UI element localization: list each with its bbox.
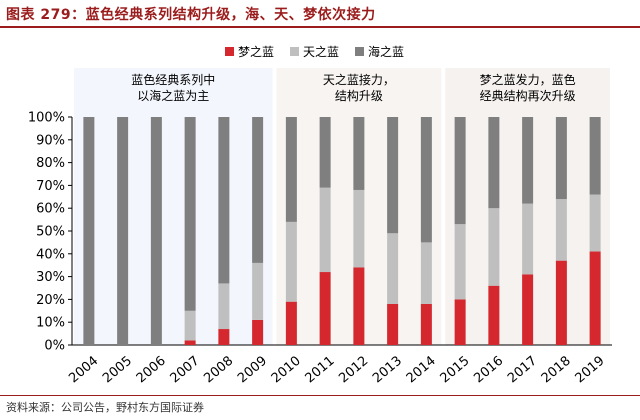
x-tick-label: 2010	[269, 354, 304, 387]
x-tick-label: 2009	[235, 354, 270, 387]
bar-segment	[420, 117, 432, 243]
bar-segment	[353, 117, 365, 190]
legend-swatch	[225, 47, 234, 56]
chart-legend: 梦之蓝 天之蓝 海之蓝	[225, 44, 404, 59]
bar-segment	[184, 310, 196, 341]
annotation-text: 梦之蓝发力，蓝色	[480, 72, 576, 87]
bar-segment	[184, 117, 196, 311]
stacked-bar-chart: 0%10%20%30%40%50%60%70%80%90%100%2004200…	[28, 44, 612, 387]
bar-segment	[252, 319, 264, 345]
legend-label: 天之蓝	[303, 45, 339, 59]
annotation-text: 天之蓝接力，	[323, 72, 395, 87]
bar-segment	[218, 283, 230, 330]
annotation-text: 经典结构再次升级	[480, 88, 576, 103]
bar-segment	[218, 117, 230, 284]
title-divider	[0, 26, 640, 28]
x-tick-label: 2017	[505, 354, 540, 387]
bar-segment	[522, 203, 534, 275]
x-tick-label: 2015	[438, 354, 473, 387]
bar-segment	[488, 285, 500, 345]
x-tick-label: 2013	[370, 354, 405, 387]
x-tick-label: 2004	[66, 354, 101, 387]
x-tick-label: 2005	[100, 354, 135, 387]
bar-segment	[555, 199, 567, 261]
x-tick-label: 2016	[471, 354, 506, 387]
y-tick-label: 90%	[36, 133, 65, 148]
bar-segment	[522, 274, 534, 345]
bar-segment	[420, 303, 432, 345]
x-tick-label: 2018	[539, 354, 574, 387]
x-tick-label: 2008	[201, 354, 236, 387]
bar-segment	[420, 242, 432, 304]
bar-segment	[488, 208, 500, 286]
chart-bars	[83, 117, 601, 345]
legend-swatch	[290, 47, 299, 56]
annotation-band	[74, 68, 273, 345]
bar-segment	[522, 117, 534, 204]
bar-segment	[285, 117, 297, 222]
bar-segment	[319, 117, 331, 188]
bar-segment	[555, 117, 567, 200]
bar-segment	[319, 187, 331, 273]
annotation-text: 以海之蓝为主	[137, 88, 209, 103]
x-tick-label: 2012	[336, 354, 371, 387]
bar-segment	[454, 117, 466, 225]
bar-segment	[319, 272, 331, 345]
bar-segment	[117, 117, 129, 345]
bar-segment	[150, 117, 162, 345]
bar-segment	[454, 299, 466, 345]
bar-segment	[285, 301, 297, 345]
bar-segment	[353, 267, 365, 345]
legend-swatch	[355, 47, 364, 56]
y-tick-label: 0%	[44, 339, 65, 354]
bar-segment	[387, 303, 399, 345]
bar-segment	[218, 329, 230, 345]
x-tick-label: 2019	[573, 354, 608, 387]
bar-segment	[285, 221, 297, 302]
bar-segment	[387, 233, 399, 304]
bar-segment	[589, 251, 601, 345]
bar-segment	[83, 117, 95, 345]
bar-segment	[184, 340, 196, 345]
bar-segment	[589, 194, 601, 252]
source-note: 资料来源：公司公告，野村东方国际证券	[6, 401, 204, 414]
bar-segment	[555, 260, 567, 345]
chart-title: 图表 279：蓝色经典系列结构升级，海、天、梦依次接力	[6, 7, 376, 23]
bar-segment	[252, 262, 264, 320]
bar-segment	[488, 117, 500, 209]
source-divider	[0, 395, 640, 396]
y-tick-label: 10%	[36, 316, 65, 331]
x-tick-label: 2007	[168, 354, 203, 387]
legend-label: 海之蓝	[368, 44, 404, 59]
annotation-text: 蓝色经典系列中	[131, 72, 215, 87]
y-tick-label: 30%	[36, 270, 65, 285]
annotation-text: 结构升级	[335, 88, 383, 103]
bar-segment	[252, 117, 264, 263]
bar-segment	[589, 117, 601, 195]
y-tick-label: 20%	[36, 293, 65, 308]
y-tick-label: 70%	[36, 179, 65, 194]
x-tick-label: 2011	[303, 354, 338, 387]
y-tick-label: 40%	[36, 247, 65, 262]
y-tick-label: 60%	[36, 202, 65, 217]
x-tick-label: 2006	[134, 354, 169, 387]
y-tick-label: 100%	[28, 111, 65, 126]
y-tick-label: 50%	[36, 225, 65, 240]
bar-segment	[454, 224, 466, 300]
bar-segment	[387, 117, 399, 234]
x-tick-label: 2014	[404, 354, 439, 387]
y-tick-label: 80%	[36, 156, 65, 171]
bar-segment	[353, 189, 365, 268]
legend-label: 梦之蓝	[238, 45, 274, 59]
